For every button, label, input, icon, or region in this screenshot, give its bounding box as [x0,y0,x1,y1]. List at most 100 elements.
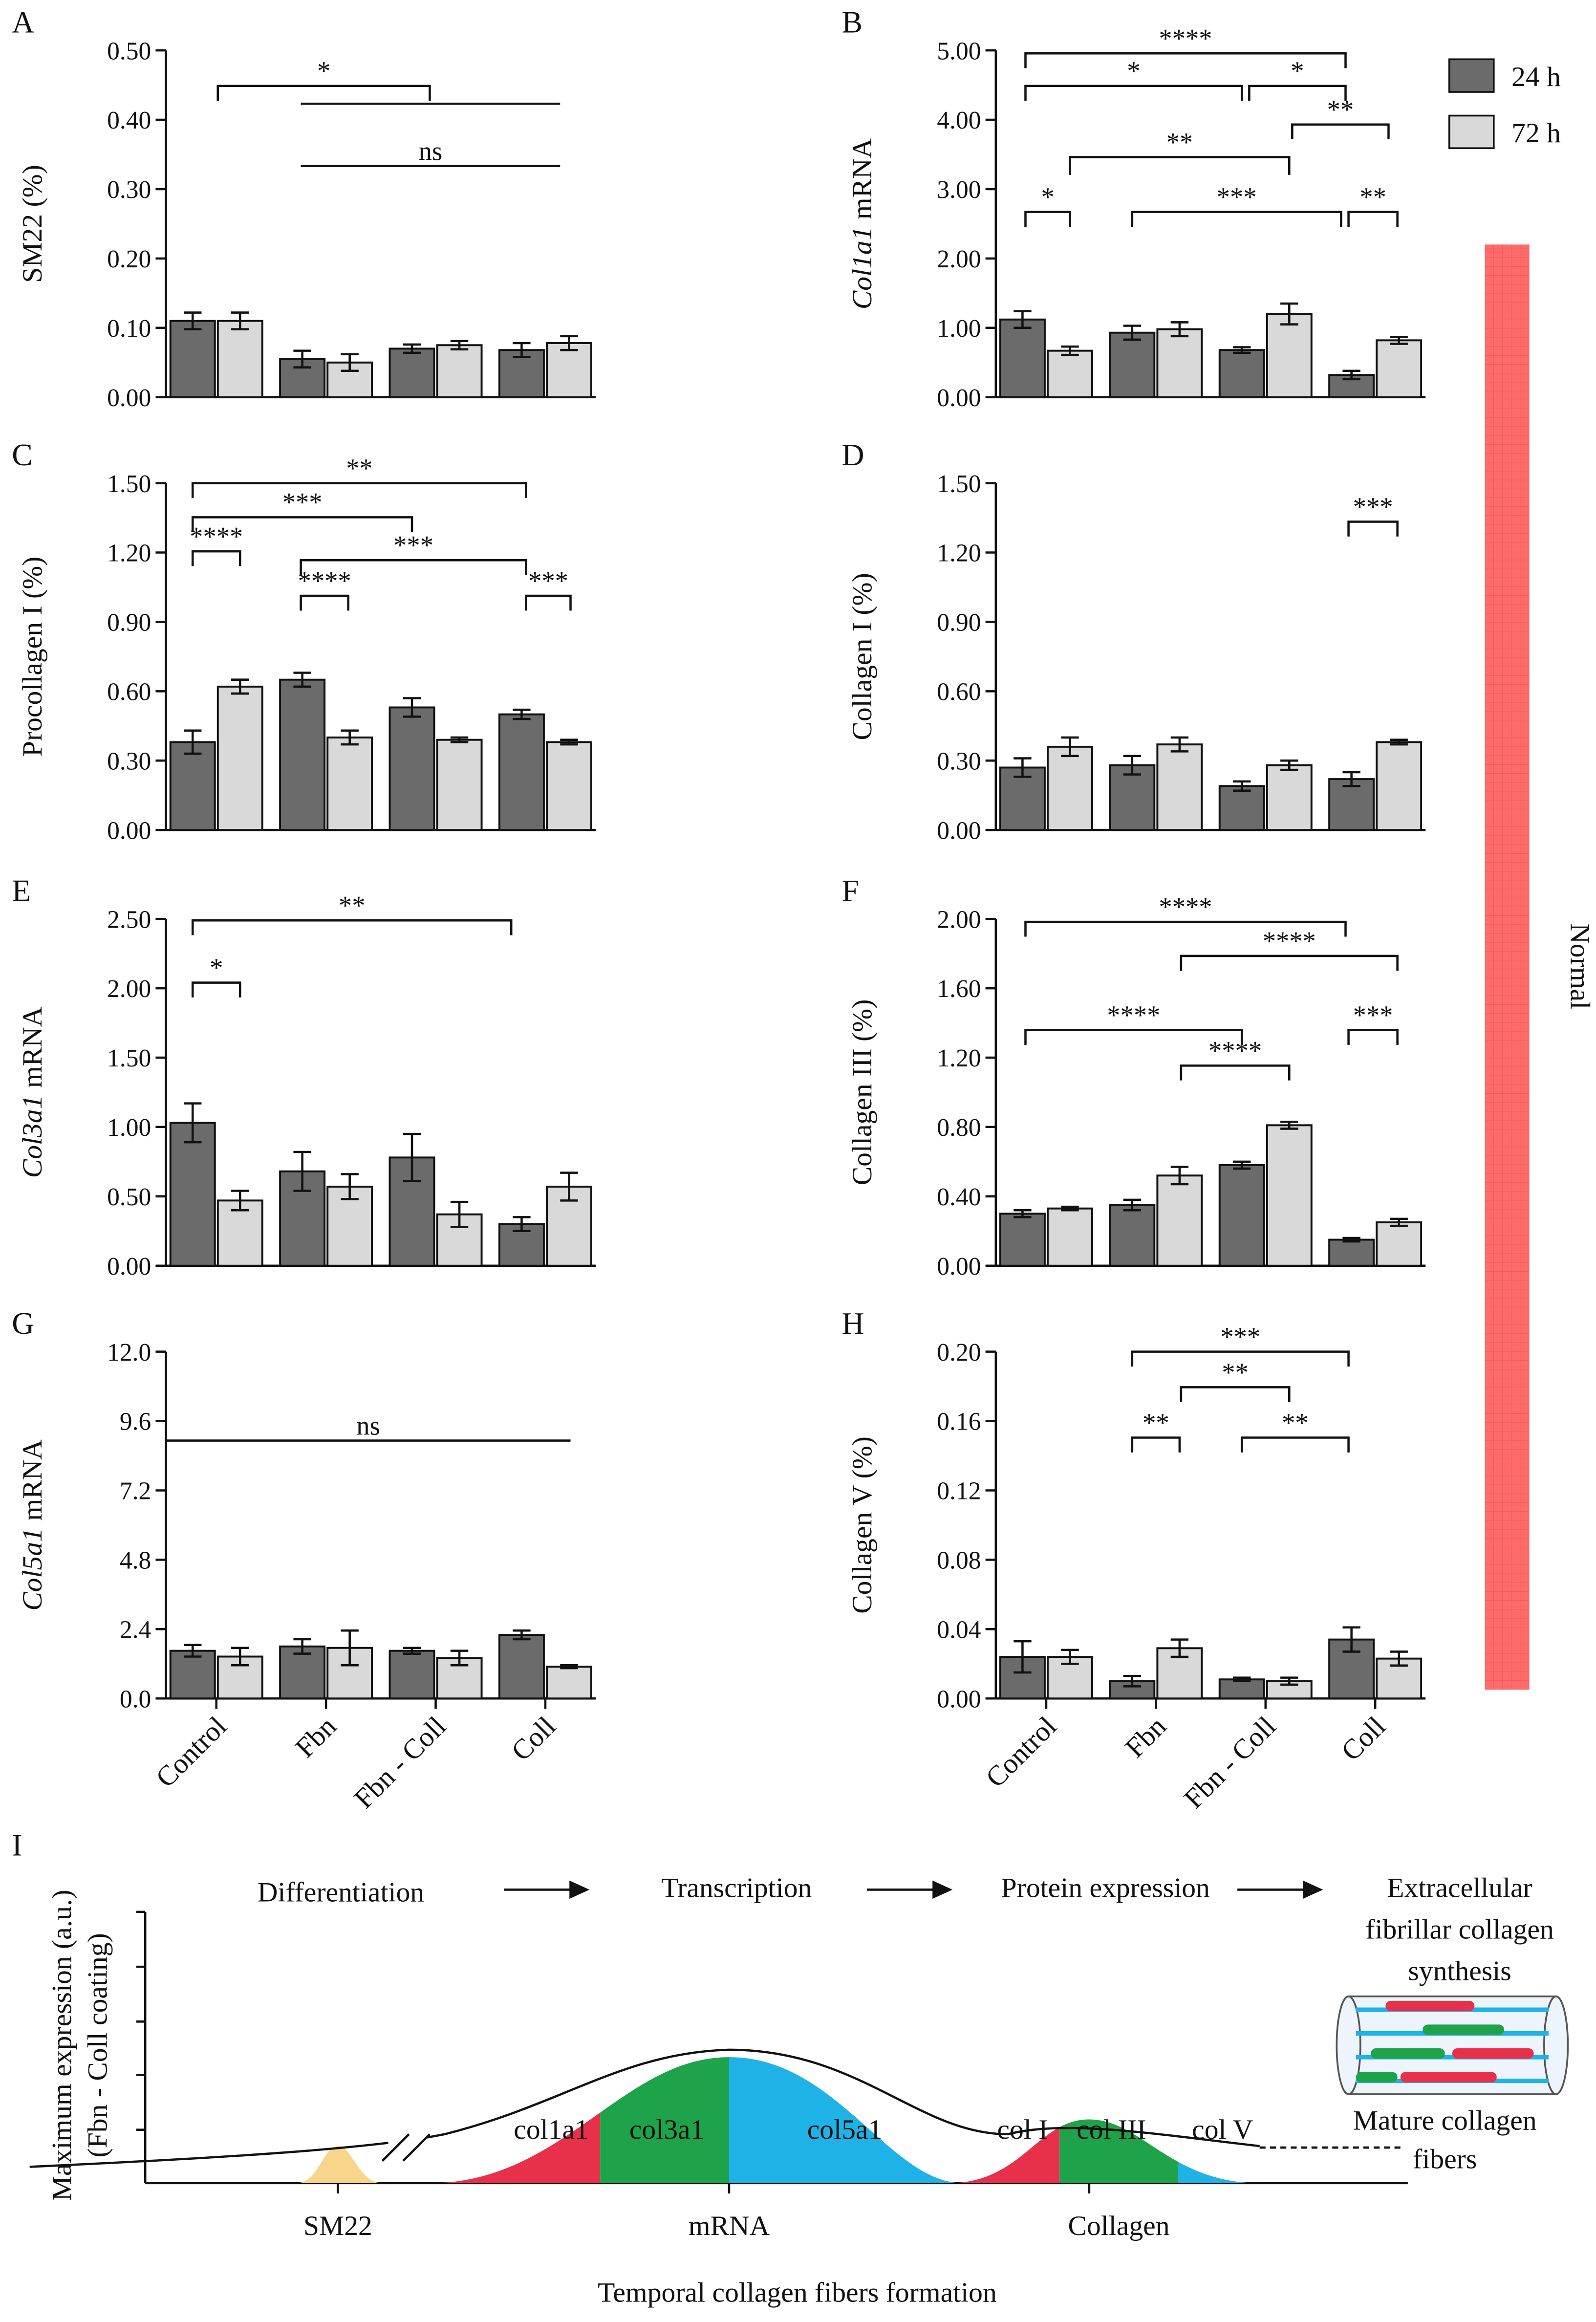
panel-letter: A [12,5,34,40]
stage: Transcription [661,1873,812,1904]
significance-bracket [191,919,513,935]
significance-label: *** [1220,1322,1260,1351]
error-bar [1170,1638,1189,1658]
y-tick-label: 0.00 [937,384,981,412]
y-tick-label: 4.8 [120,1547,151,1575]
error-bar [1280,1120,1298,1130]
significance-bracket [191,482,527,498]
error-bar [513,708,531,720]
y-axis-label: Collagen V (%) [847,1436,878,1614]
error-bar [1280,302,1298,326]
bar [1156,1647,1203,1700]
significance-label: *** [282,487,323,517]
y-tick-label: 0.00 [107,817,151,845]
significance-bracket [1347,1029,1399,1045]
group-label: Collagen [1068,2211,1170,2241]
bar [1266,313,1313,398]
y-label-part: Col5a1 [17,1528,48,1611]
stage: fibrillar collagen [1365,1914,1554,1945]
significance-label: *** [1353,492,1393,521]
fiber-icon [1336,1995,1569,2095]
significance-label: ** [1222,1357,1249,1387]
error-bar [1123,755,1142,776]
significance-bracket [1240,1436,1350,1453]
significance-bracket [1131,1436,1181,1453]
y-axis-label: Col1a1 mRNA [847,138,878,309]
significance-bracket [191,516,413,532]
x-tick-label: Coll [1336,1711,1392,1767]
bar [546,1666,592,1700]
fiber-label: Mature collagen [1353,2105,1537,2136]
y-tick-label: 0.90 [107,609,151,637]
error-bar [1390,1650,1408,1667]
error-bar [1342,369,1360,381]
diagram-xlabel: Temporal collagen fibers formation [598,2277,997,2308]
significance-bracket [1024,211,1071,227]
significance-label: **** [1208,1036,1262,1065]
charts: A SM22 (%) 0.00 0.10 0.20 0.30 0.40 0.50 * ns B Col… [12,5,1561,1815]
y-axis-label: Col5a1 mRNA [17,1439,48,1611]
bar [1047,349,1093,398]
error-bar [560,1664,578,1670]
gene-label: col5a1 [807,2114,883,2145]
y-tick-label: 4.00 [937,107,981,134]
error-bar [560,335,578,351]
panel: C Procollagen I (%) 0.00 0.30 0.60 0.90 1.20 1.… [12,437,596,845]
significance-label: **** [298,566,351,596]
protein-label: col I [997,2114,1048,2145]
y-label-part: mRNA [17,1439,48,1528]
error-bar [1280,759,1298,771]
bar [388,706,435,831]
significance-label: *** [393,530,433,560]
y-tick-label: 0.60 [107,678,151,706]
y-tick-label: 0.00 [937,817,981,845]
error-bar [560,1172,578,1202]
error-bar [1123,1198,1142,1212]
y-tick-label: 1.60 [937,975,981,1003]
x-tick-label: Fbn [290,1711,343,1764]
legend-swatch [1448,58,1495,93]
error-bar [184,311,202,330]
significance-label: ** [1359,182,1386,212]
significance-label: ** [1166,127,1193,157]
error-bar [231,678,249,695]
error-bar [231,311,249,330]
x-tick-label: Fbn [1120,1711,1172,1764]
y-label-part: Procollagen I (%) [17,557,48,757]
error-bar [450,736,469,743]
side-label: Normal [1564,923,1595,1009]
group-label: SM22 [303,2211,372,2241]
error-bar [513,1216,531,1233]
significance-label: * [210,953,223,982]
error-bar [1280,1676,1298,1686]
y-tick-label: 0.30 [107,176,151,204]
y-tick-label: 1.20 [107,540,151,567]
x-tick-label: Coll [506,1711,562,1767]
bar [216,685,263,831]
y-tick-label: 2.50 [107,906,151,933]
y-tick-label: 2.4 [120,1616,151,1644]
bar [388,1649,435,1700]
significance-bracket [1131,1350,1350,1367]
panel-letter: E [12,873,31,908]
significance-bracket [1024,1029,1243,1045]
gene-label: col3a1 [629,2114,705,2145]
y-tick-label: 0.00 [937,1253,981,1280]
significance-label: ** [1143,1408,1169,1437]
x-tick-label: Fbn - Coll [1178,1711,1282,1815]
error-bar [403,1132,421,1182]
bar [999,1213,1046,1267]
y-tick-label: 0.00 [107,1253,151,1280]
y-axis-label: Procollagen I (%) [17,557,48,757]
error-bar [231,1190,249,1212]
significance-label: ns [356,1411,380,1440]
diagram-ylabel: (Fbn - Coll coating) [82,1933,113,2157]
y-tick-label: 1.00 [937,315,981,343]
significance-label: **** [1107,1000,1160,1030]
error-bar [1014,310,1032,329]
significance-bracket [1180,955,1399,971]
y-tick-label: 0.10 [107,315,151,343]
panel: G Col5a1 mRNA 0.0 2.4 4.8 7.2 9.6 12.0 ns Control… [12,1306,596,1815]
bar [326,736,373,831]
